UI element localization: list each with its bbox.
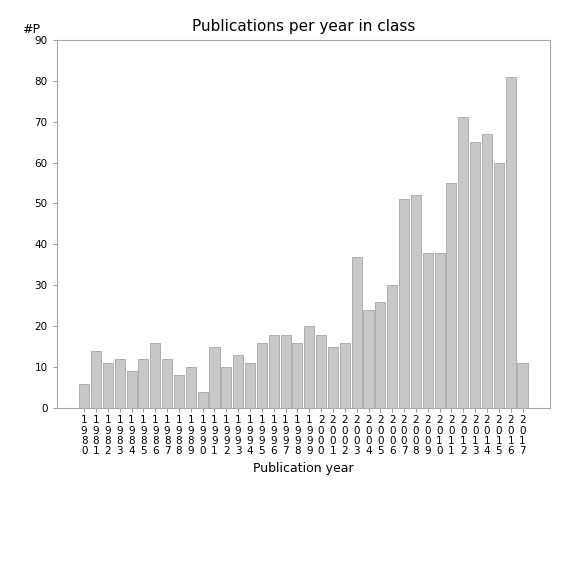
Bar <box>162 359 172 408</box>
X-axis label: Publication year: Publication year <box>253 462 354 475</box>
Bar <box>328 347 338 408</box>
Bar <box>174 375 184 408</box>
Bar <box>269 335 279 408</box>
Bar <box>186 367 196 408</box>
Bar <box>304 327 314 408</box>
Bar <box>482 134 492 408</box>
Bar <box>209 347 219 408</box>
Bar <box>518 363 527 408</box>
Bar <box>293 342 302 408</box>
Bar <box>316 335 326 408</box>
Bar <box>257 342 267 408</box>
Bar <box>198 392 208 408</box>
Bar <box>79 384 89 408</box>
Bar <box>233 355 243 408</box>
Bar <box>138 359 149 408</box>
Bar <box>506 77 516 408</box>
Bar <box>281 335 291 408</box>
Bar <box>126 371 137 408</box>
Bar <box>494 163 504 408</box>
Bar <box>150 342 160 408</box>
Bar <box>434 253 445 408</box>
Bar <box>399 200 409 408</box>
Text: #P: #P <box>22 23 40 36</box>
Bar <box>387 285 397 408</box>
Bar <box>363 310 374 408</box>
Bar <box>446 183 456 408</box>
Bar <box>221 367 231 408</box>
Bar <box>91 351 101 408</box>
Bar <box>423 253 433 408</box>
Bar <box>115 359 125 408</box>
Bar <box>458 117 468 408</box>
Bar <box>103 363 113 408</box>
Bar <box>352 257 362 408</box>
Title: Publications per year in class: Publications per year in class <box>192 19 415 35</box>
Bar <box>340 342 350 408</box>
Bar <box>411 195 421 408</box>
Bar <box>470 142 480 408</box>
Bar <box>245 363 255 408</box>
Bar <box>375 302 386 408</box>
